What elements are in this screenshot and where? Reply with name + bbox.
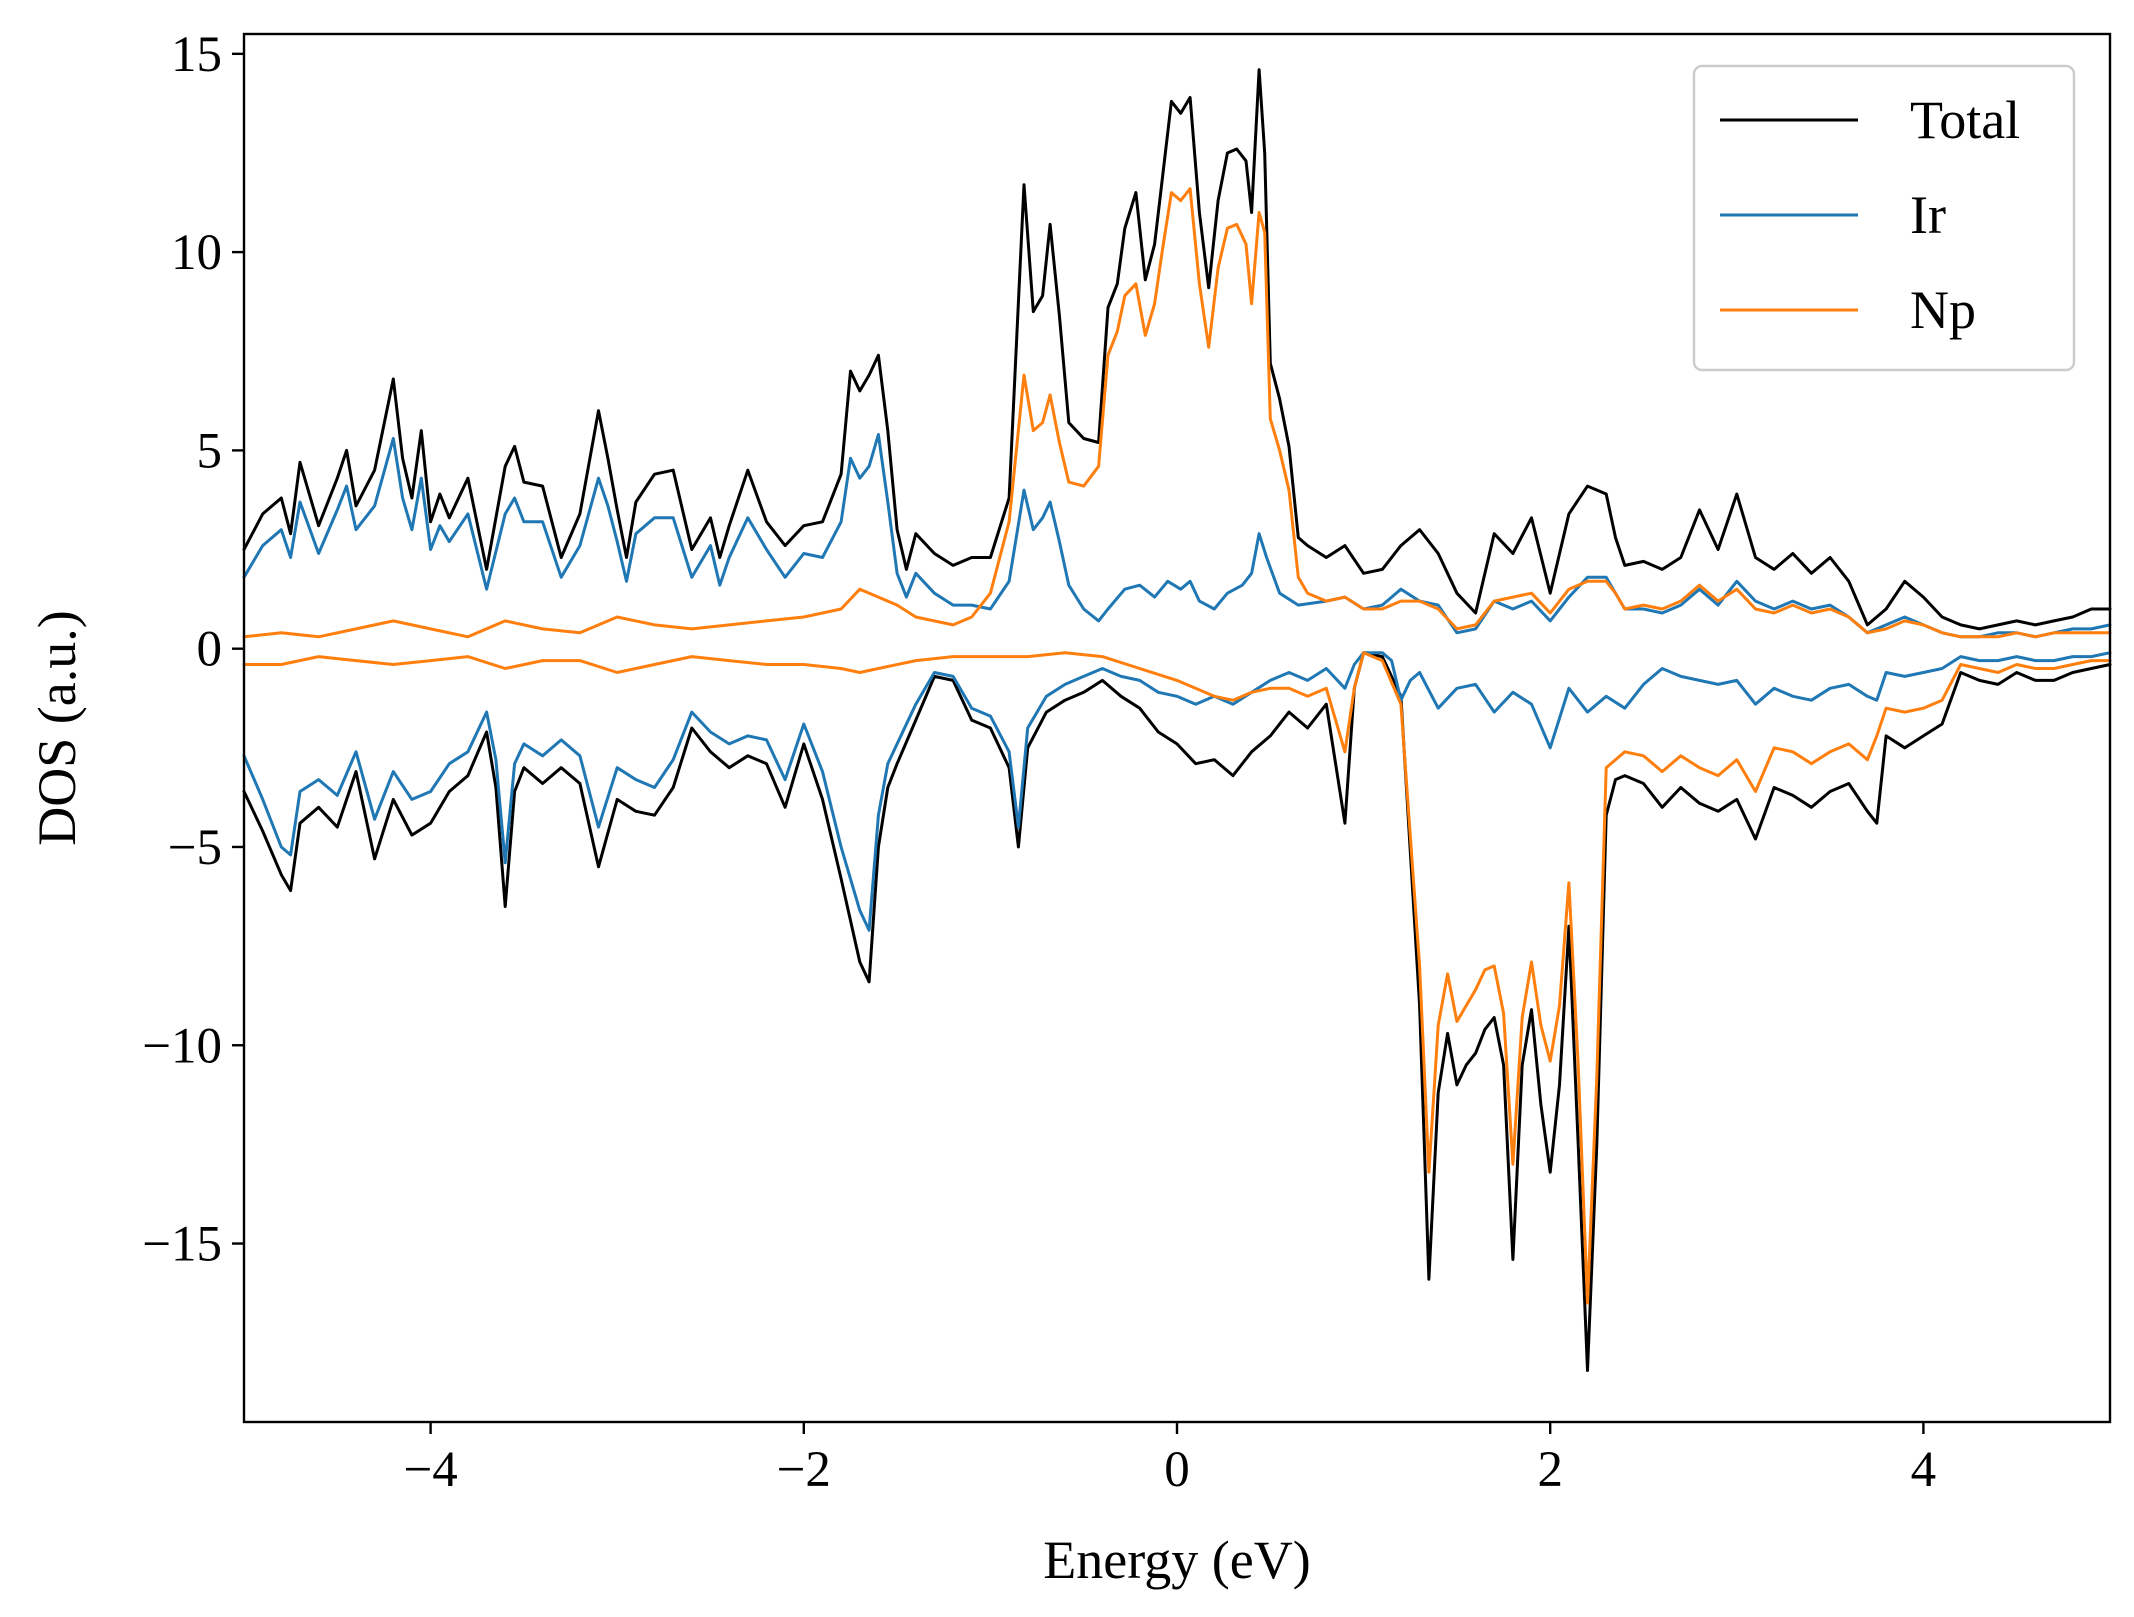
series-layer — [242, 68, 2112, 1372]
y-axis-ticks: 15 10 5 0 −5 −10 −15 — [142, 27, 244, 1273]
x-tick-label: 2 — [1537, 1442, 1563, 1498]
series-line-total-down — [242, 651, 2112, 1372]
y-tick-label: −5 — [168, 820, 222, 876]
legend-box — [1692, 64, 2076, 372]
x-axis-label: Energy (eV) — [1043, 1530, 1310, 1590]
series-line-total-up — [242, 68, 2112, 631]
y-tick-label: −15 — [142, 1217, 222, 1273]
series-line-np-down — [242, 651, 2112, 1305]
legend: Total Ir Np — [1692, 64, 2076, 372]
x-tick-label: −2 — [777, 1442, 831, 1498]
y-axis-label: DOS (a.u.) — [27, 610, 87, 845]
x-tick-label: 0 — [1164, 1442, 1190, 1498]
x-tick-label: 4 — [1911, 1442, 1937, 1498]
series-line-ir-down — [242, 651, 2112, 932]
x-tick-label: −4 — [403, 1442, 457, 1498]
x-axis-ticks: −4 −2 0 2 4 — [403, 1422, 1936, 1498]
y-tick-label: 0 — [197, 622, 223, 678]
legend-label-total: Total — [1910, 90, 2020, 150]
y-tick-label: 5 — [197, 423, 223, 479]
legend-label-np: Np — [1910, 280, 1976, 340]
legend-label-ir: Ir — [1910, 185, 1946, 245]
y-tick-label: 10 — [171, 225, 222, 281]
series-line-ir-up — [242, 433, 2112, 639]
y-tick-label: 15 — [171, 27, 222, 83]
y-tick-label: −10 — [142, 1018, 222, 1074]
series-line-np-up — [242, 187, 2112, 639]
